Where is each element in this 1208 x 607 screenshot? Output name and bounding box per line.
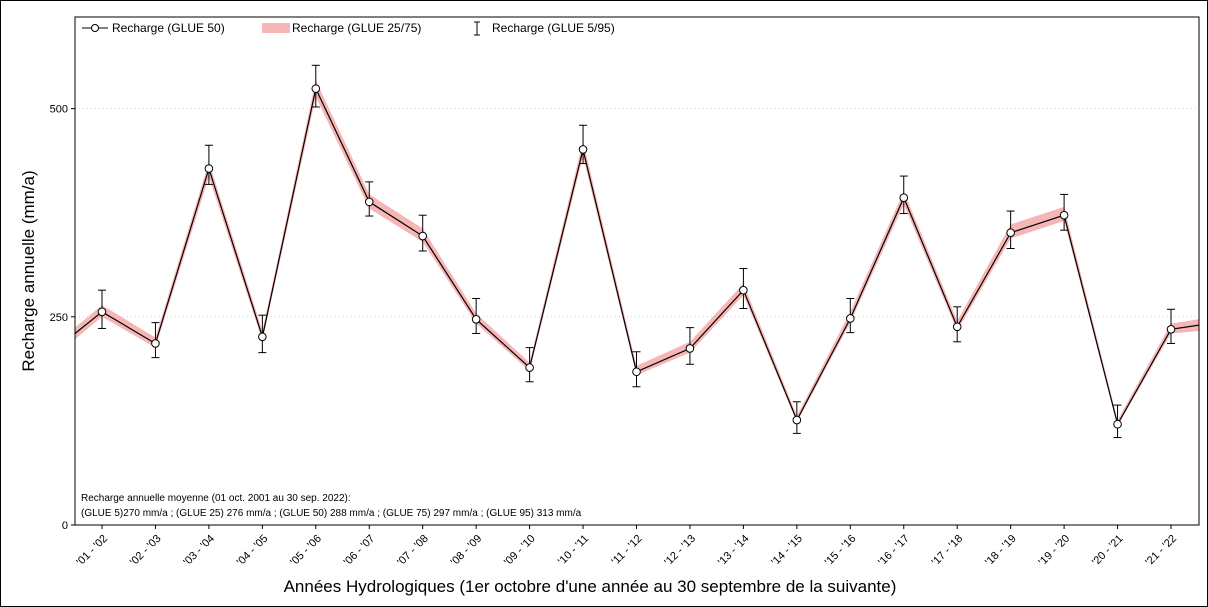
x-tick-label-16: '17 - '18 [930,533,966,569]
x-tick-label-4: '05 - '06 [288,533,324,569]
glue-50-points [97,84,1176,429]
legend-item-glue-50: Recharge (GLUE 50) [82,21,225,35]
data-point-14 [846,314,855,323]
data-point-8 [525,363,534,372]
error-bar-9 [579,124,588,165]
data-point-6 [418,231,428,241]
x-tick-label-2: '03 - '04 [181,533,217,569]
data-point-9 [578,145,588,154]
data-point-16 [952,322,962,332]
legend-marker-swatch [91,24,99,32]
glue-25-75-band [75,80,1199,426]
data-point-5 [364,197,374,207]
data-point-11 [685,344,695,353]
data-point-17 [1006,228,1015,237]
y-axis-ticks: 0 250 500 [50,104,75,532]
x-tick-label-0: '01 - '02 [74,533,110,569]
x-tick-label-17: '18 - '19 [983,533,1019,569]
x-tick-label-11: '12 - '13 [662,533,698,569]
data-point-4 [311,84,321,93]
data-point-20 [1166,324,1176,334]
data-point-15 [899,193,909,203]
note-line-2: (GLUE 5)270 mm/a ; (GLUE 25) 276 mm/a ; … [81,508,582,519]
data-point-1 [151,339,160,348]
x-tick-label-15: '16 - '17 [876,533,912,569]
y-tick-label-250: 250 [50,312,68,324]
grid-lines [75,108,1199,318]
data-point-10 [632,367,641,377]
glue-25-75-band-area [75,80,1199,426]
x-tick-label-5: '06 - '07 [342,533,378,569]
plot-area-border [74,16,1200,526]
data-point-19 [1113,419,1122,429]
x-tick-label-3: '04 - '05 [235,533,271,569]
data-point-18 [1059,210,1069,220]
y-tick-label-500: 500 [50,104,68,116]
legend-label-glue-50: Recharge (GLUE 50) [112,21,225,35]
x-axis-ticks: '01 - '02 '02 - '03 '03 - '04 '04 - '05 '05 … [74,525,1179,568]
data-point-3 [258,332,267,342]
data-point-12 [739,285,748,295]
y-axis-title: Recharge annuelle (mm/a) [19,170,38,371]
legend-label-glue-25-75: Recharge (GLUE 25/75) [292,21,421,35]
x-tick-label-7: '08 - '09 [449,533,485,569]
data-point-13 [792,415,802,425]
glue-5-95-error-bars [98,64,1175,439]
legend: Recharge (GLUE 50) Recharge (GLUE 25/75)… [82,21,615,36]
legend-item-glue-5-95: Recharge (GLUE 5/95) [474,21,615,36]
note-line-1: Recharge annuelle moyenne (01 oct. 2001 … [81,493,351,504]
data-point-0 [97,307,107,317]
legend-item-glue-25-75: Recharge (GLUE 25/75) [262,21,421,35]
x-tick-label-18: '19 - '20 [1037,533,1073,569]
legend-band-swatch [262,23,290,33]
x-tick-label-9: '10 - '11 [556,533,591,568]
x-tick-label-8: '09 - '10 [502,533,538,569]
data-point-7 [471,315,481,324]
x-axis-title: Années Hydrologiques (1er octobre d'une … [284,577,897,596]
mean-recharge-note: Recharge annuelle moyenne (01 oct. 2001 … [81,493,582,519]
y-tick-label-0: 0 [62,520,68,532]
x-tick-label-14: '15 - '16 [823,533,859,569]
x-tick-label-6: '07 - '08 [395,533,431,569]
x-tick-label-19: '20 - '21 [1090,533,1126,569]
data-point-2 [204,164,214,173]
legend-label-glue-5-95: Recharge (GLUE 5/95) [492,21,615,35]
x-tick-label-12: '13 - '14 [716,533,752,569]
x-tick-label-1: '02 - '03 [128,533,164,569]
x-tick-label-13: '14 - '15 [769,533,805,569]
x-tick-label-10: '11 - '12 [610,533,645,568]
x-tick-label-20: '21 - '22 [1143,533,1179,569]
